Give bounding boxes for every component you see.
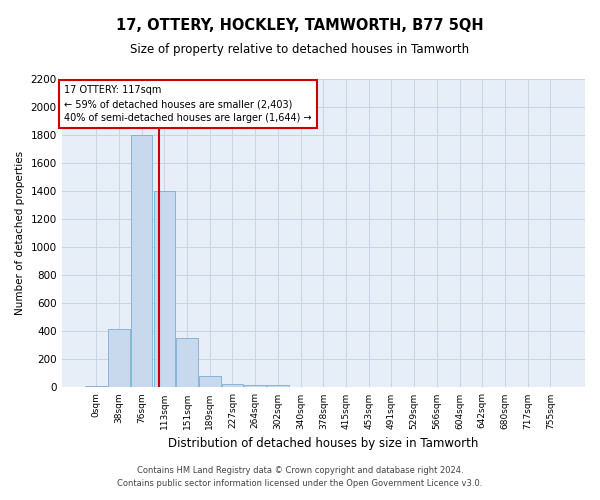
Bar <box>131 135 152 388</box>
Bar <box>154 191 175 388</box>
X-axis label: Distribution of detached houses by size in Tamworth: Distribution of detached houses by size … <box>168 437 479 450</box>
Bar <box>108 328 130 388</box>
Text: 17, OTTERY, HOCKLEY, TAMWORTH, B77 5QH: 17, OTTERY, HOCKLEY, TAMWORTH, B77 5QH <box>116 18 484 32</box>
Text: Size of property relative to detached houses in Tamworth: Size of property relative to detached ho… <box>130 42 470 56</box>
Y-axis label: Number of detached properties: Number of detached properties <box>15 151 25 316</box>
Text: Contains HM Land Registry data © Crown copyright and database right 2024.
Contai: Contains HM Land Registry data © Crown c… <box>118 466 482 487</box>
Bar <box>267 386 289 388</box>
Bar <box>199 376 221 388</box>
Bar <box>176 338 198 388</box>
Bar <box>244 384 266 388</box>
Bar <box>85 386 107 388</box>
Bar <box>222 384 243 388</box>
Text: 17 OTTERY: 117sqm
← 59% of detached houses are smaller (2,403)
40% of semi-detac: 17 OTTERY: 117sqm ← 59% of detached hous… <box>64 85 312 123</box>
